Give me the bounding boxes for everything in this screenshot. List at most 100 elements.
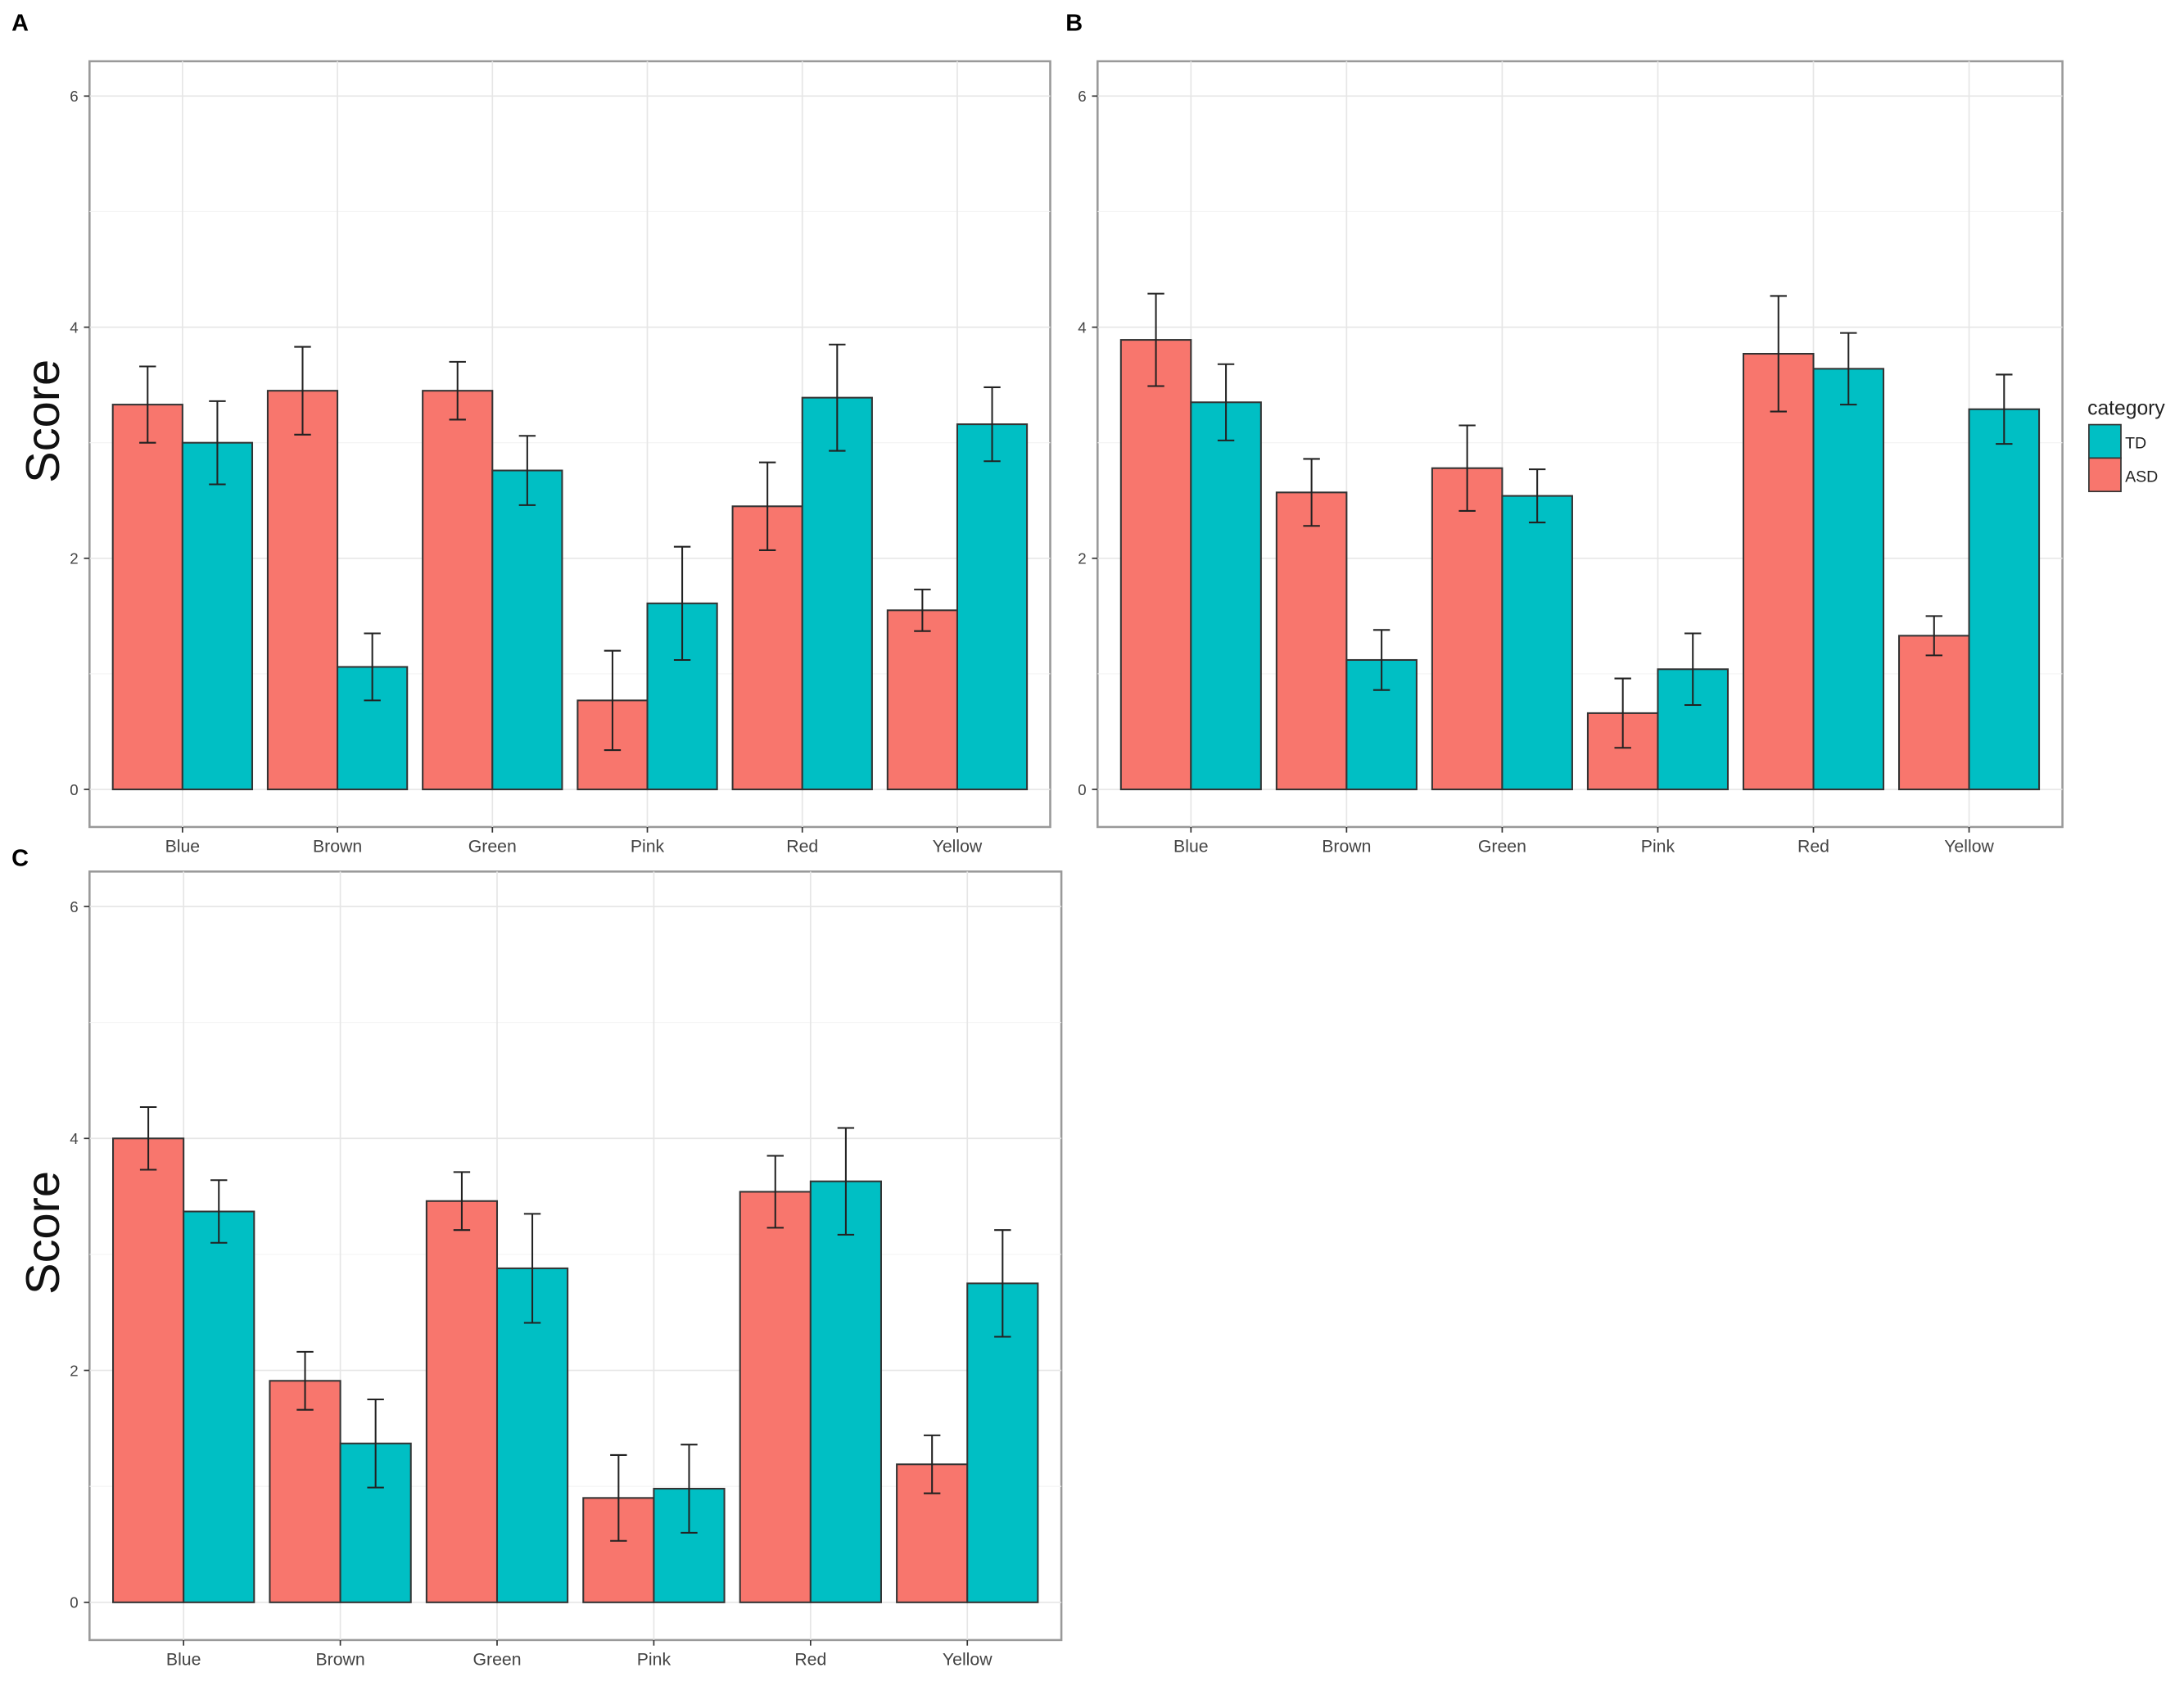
error-bar <box>364 632 381 702</box>
bar-asd-yellow <box>886 609 958 791</box>
x-tick-label: Yellow <box>1944 837 1994 857</box>
panel-label: C <box>11 846 29 872</box>
bar-asd-brown <box>266 390 339 791</box>
bar-asd-brown <box>269 1380 341 1603</box>
panel-C: C 0 2 4 6 Blue Brown Green Pink Red Yellow Score <box>11 846 1063 1669</box>
bar-asd-red <box>739 1191 812 1603</box>
bar-asd-blue <box>111 404 183 791</box>
bar-td-yellow <box>956 423 1029 791</box>
y-tick-label: 2 <box>1078 550 1086 567</box>
legend-label-asd: ASD <box>2125 468 2158 486</box>
y-tick-label: 6 <box>70 898 78 915</box>
error-bar <box>923 1434 941 1494</box>
error-bar <box>604 649 622 752</box>
error-bar <box>829 343 846 452</box>
legend-title: category <box>2087 398 2165 420</box>
y-tick-label: 2 <box>70 1362 78 1379</box>
error-bar <box>523 1213 541 1324</box>
error-bar <box>453 1171 471 1232</box>
bar-asd-blue <box>112 1137 185 1603</box>
legend-swatch-td <box>2088 423 2122 459</box>
y-tick-label: 4 <box>70 319 78 336</box>
x-tick-label: Red <box>786 837 818 857</box>
bar-asd-green <box>1431 467 1503 791</box>
legend-label-td: TD <box>2125 434 2146 452</box>
error-bar <box>449 360 466 421</box>
error-bar <box>1684 632 1702 707</box>
bar-asd-green <box>422 390 494 791</box>
error-bar <box>994 1229 1011 1338</box>
y-axis-label: Score <box>17 359 70 483</box>
bar-td-yellow <box>1968 408 2041 791</box>
bar-asd-brown <box>1275 491 1348 791</box>
x-tick-label: Pink <box>631 837 665 857</box>
bar-td-blue <box>183 1210 255 1603</box>
y-axis-label: Score <box>17 1171 70 1295</box>
error-bar <box>837 1127 855 1236</box>
panel-B: B 0 2 4 6 Blue Brown Green Pink Red Yellow <box>1065 10 2064 857</box>
legend-swatch-asd <box>2088 457 2122 493</box>
error-bar <box>1147 292 1164 387</box>
legend: category TD ASD <box>2087 398 2165 493</box>
error-bar <box>209 400 226 486</box>
error-bar <box>296 1350 314 1411</box>
error-bar <box>1458 424 1476 512</box>
x-tick-label: Yellow <box>933 837 983 857</box>
y-tick-label: 0 <box>70 1594 78 1611</box>
error-bar <box>518 435 536 506</box>
x-tick-label: Pink <box>1641 837 1675 857</box>
error-bar <box>1372 629 1390 691</box>
bar-td-red <box>809 1180 882 1603</box>
error-bar <box>1925 615 1942 657</box>
error-bar <box>983 386 1001 463</box>
x-tick-label: Blue <box>166 1649 201 1669</box>
error-bar <box>681 1444 698 1534</box>
x-tick-label: Brown <box>315 1649 364 1669</box>
y-tick-label: 4 <box>1078 319 1086 336</box>
error-bar <box>766 1155 784 1229</box>
x-tick-label: Brown <box>313 837 362 857</box>
error-bar <box>1217 363 1235 441</box>
error-bar <box>914 588 931 632</box>
bar-td-green <box>495 1267 569 1603</box>
bar-td-green <box>1501 495 1573 791</box>
error-bar <box>139 1106 157 1171</box>
error-bar <box>1840 332 1857 406</box>
y-tick-label: 6 <box>1078 88 1086 105</box>
y-tick-label: 6 <box>70 88 78 105</box>
error-bar <box>1770 295 1787 413</box>
error-bar <box>294 346 311 436</box>
x-tick-label: Red <box>794 1649 826 1669</box>
x-tick-label: Red <box>1797 837 1829 857</box>
x-tick-label: Yellow <box>943 1649 993 1669</box>
error-bar <box>139 365 156 444</box>
error-bar <box>210 1179 228 1244</box>
error-bar <box>1528 468 1546 524</box>
x-tick-label: Pink <box>637 1649 671 1669</box>
bar-asd-red <box>731 505 803 791</box>
error-bar <box>610 1453 627 1542</box>
x-tick-label: Brown <box>1322 837 1371 857</box>
x-tick-label: Green <box>468 837 517 857</box>
bar-asd-green <box>425 1200 499 1603</box>
y-tick-label: 0 <box>70 781 78 798</box>
y-tick-label: 0 <box>1078 781 1086 798</box>
x-tick-label: Blue <box>1173 837 1209 857</box>
error-bar <box>367 1398 384 1489</box>
bar-td-green <box>491 469 563 791</box>
x-tick-label: Blue <box>165 837 201 857</box>
error-bar <box>1996 373 2013 445</box>
error-bar <box>1303 458 1320 527</box>
error-bar <box>1614 677 1631 749</box>
x-tick-label: Green <box>1478 837 1526 857</box>
bar-td-red <box>801 396 873 791</box>
bar-asd-blue <box>1119 339 1192 791</box>
bar-td-blue <box>1190 401 1262 791</box>
bar-td-red <box>1812 368 1885 791</box>
y-tick-label: 4 <box>70 1130 78 1147</box>
error-bar <box>758 461 776 551</box>
bar-asd-yellow <box>1898 635 1970 791</box>
panel-label: B <box>1065 10 1083 36</box>
y-tick-label: 2 <box>70 550 78 567</box>
